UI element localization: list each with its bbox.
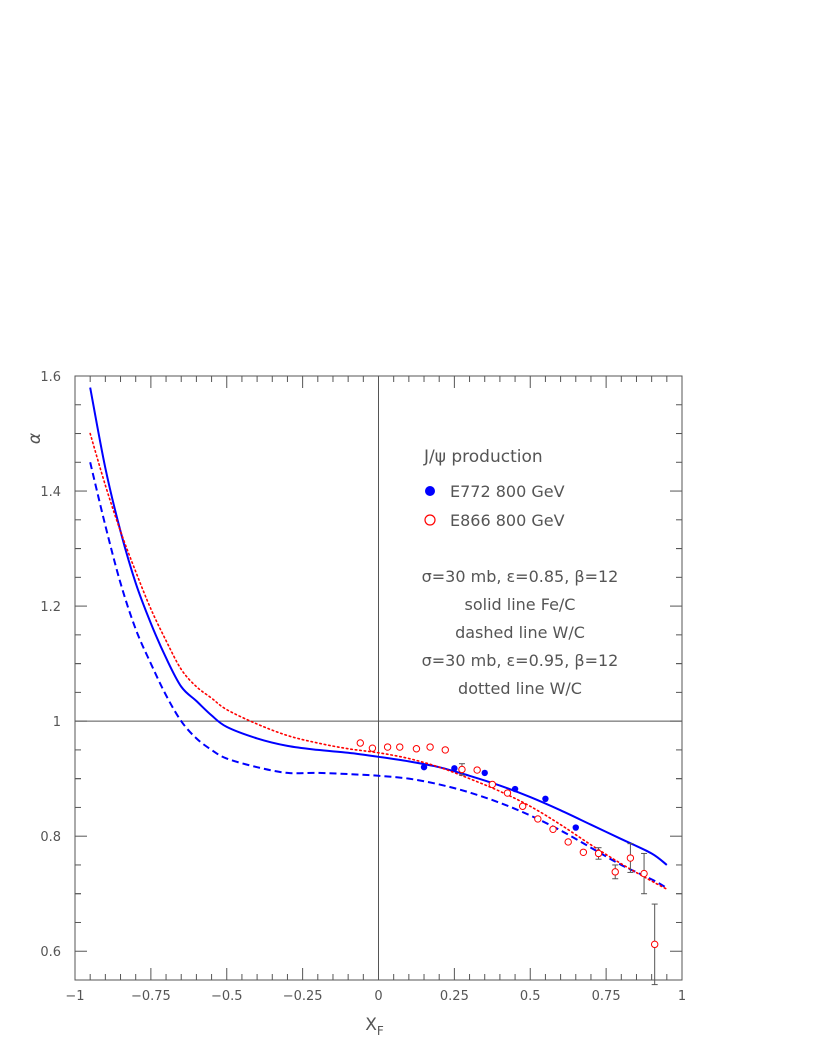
data-point-e866 [626, 854, 635, 862]
data-point-e866 [534, 815, 542, 823]
annotation-params-2: σ=30 mb, ε=0.95, β=12 [422, 651, 619, 670]
reference-lines [75, 376, 682, 980]
annotation-dotted-line: dotted line W/C [458, 679, 582, 698]
series-line-dotted [89, 432, 668, 890]
legend-label-e866: E866 800 GeV [450, 511, 565, 530]
data-point-e866 [640, 869, 648, 878]
data-point-e772 [542, 795, 549, 802]
annotation-params-1: σ=30 mb, ε=0.85, β=12 [422, 567, 619, 586]
legend-marker-e772 [425, 486, 435, 496]
data-point-e866 [383, 743, 392, 751]
data-point-e866 [412, 745, 421, 753]
y-tick-label: 1 [53, 715, 61, 730]
data-point-e866 [488, 780, 497, 789]
data-point-e772 [572, 824, 579, 831]
x-tick-label: −0.75 [131, 989, 171, 1004]
y-tick-label: 1.6 [40, 370, 61, 385]
data-point-e866 [518, 802, 527, 810]
data-point-e772 [481, 769, 488, 777]
data-point-e866 [579, 848, 588, 856]
y-axis-label: α [25, 433, 45, 444]
data-point-e866 [441, 746, 449, 754]
series-line-dashed [89, 462, 668, 889]
data-point-e866 [473, 766, 481, 774]
y-tick-label: 0.6 [40, 945, 61, 960]
data-point-e866 [549, 825, 557, 833]
x-tick-label: 0.5 [520, 989, 541, 1004]
x-tick-label: 0 [374, 989, 382, 1004]
x-tick-label: 0.75 [592, 989, 621, 1004]
data-points [356, 739, 659, 986]
data-point-e772 [420, 763, 428, 771]
x-tick-label: −0.25 [283, 989, 323, 1004]
x-tick-label: 0.25 [440, 989, 469, 1004]
x-tick-label: −0.5 [211, 989, 243, 1004]
x-tick-label: −1 [65, 989, 84, 1004]
data-point-e866 [594, 849, 603, 858]
annotation-solid-line: solid line Fe/C [465, 595, 576, 614]
legend: J/ψ production E772 800 GeV E866 800 GeV… [422, 447, 619, 698]
data-point-e866 [426, 743, 434, 751]
annotation-dashed-line: dashed line W/C [455, 623, 585, 642]
legend-label-e772: E772 800 GeV [450, 482, 565, 501]
legend-marker-e866 [424, 514, 436, 526]
data-point-e772 [511, 785, 519, 793]
data-point-e866 [564, 838, 572, 846]
y-tick-label: 0.8 [40, 830, 61, 845]
data-point-e866 [368, 744, 377, 752]
data-point-e866 [650, 940, 659, 949]
axis-ticks: −1 −0.75 −0.5 −0.25 0 0.25 0.5 0.75 1 0.6 0.8 1 1.2 1… [40, 370, 686, 1004]
y-tick-label: 1.2 [40, 600, 61, 615]
series-curves [89, 387, 668, 890]
data-point-e866 [396, 743, 404, 751]
data-point-e866 [503, 789, 512, 797]
data-point-e866 [458, 765, 466, 774]
legend-title: J/ψ production [423, 447, 543, 467]
x-tick-label: 1 [678, 989, 686, 1004]
data-point-e866 [356, 739, 364, 747]
data-point-e866 [611, 868, 619, 876]
y-tick-label: 1.4 [40, 485, 61, 500]
x-axis-label: XF [365, 1015, 384, 1038]
series-line-solid [89, 387, 668, 866]
data-point-e772 [451, 765, 458, 772]
